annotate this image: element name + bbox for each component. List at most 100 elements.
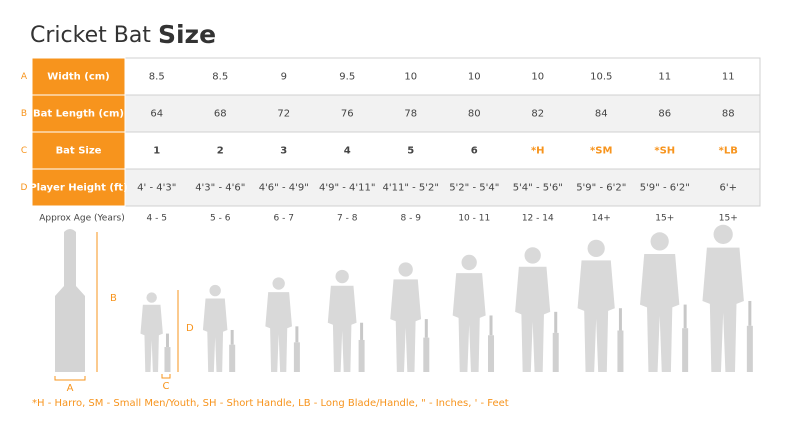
row-header: Player Height (ft): [29, 183, 127, 194]
big-bat: [55, 229, 85, 372]
cell: 4' - 4'3": [137, 183, 176, 194]
small-bat-handle: [295, 326, 299, 343]
cell: 4: [344, 146, 351, 157]
small-bat-blade: [746, 325, 753, 372]
age-cell: 4 - 5: [147, 214, 167, 224]
title: Cricket Bat Size: [30, 20, 216, 49]
small-bat-blade: [552, 332, 559, 372]
row-letter: B: [21, 109, 27, 119]
age-cell: 15+: [655, 214, 674, 224]
person-body: [515, 266, 551, 372]
small-bat-handle: [489, 315, 493, 336]
person-head: [713, 224, 733, 244]
cell: 72: [277, 109, 290, 120]
cell: 3: [280, 146, 287, 157]
age-cell: 6 - 7: [274, 214, 294, 224]
small-bat-blade: [358, 339, 365, 372]
age-cell: 7 - 8: [337, 214, 358, 224]
cell: 4'9" - 4'11": [319, 183, 375, 194]
dim-label: A: [67, 383, 74, 394]
header-cell: [31, 168, 126, 207]
small-bat-handle: [230, 329, 234, 345]
cell: *H: [531, 146, 545, 157]
cell: 10.5: [590, 72, 612, 83]
cell: 9.5: [339, 72, 355, 83]
person-head: [461, 254, 477, 271]
size-table: Width (cm) A 8.5 8.5 9 9.5 10 10 10 10.5 11 11 Bat L…: [21, 57, 761, 224]
age-cell: 8 - 9: [401, 214, 422, 224]
header-cell: [31, 131, 126, 170]
header-cell: [31, 57, 126, 96]
small-bat-handle: [554, 311, 558, 333]
small-bat-blade: [229, 344, 236, 372]
small-bat-handle: [618, 308, 622, 331]
cell: 86: [658, 109, 671, 120]
cell: 10: [468, 72, 481, 83]
cell: 8.5: [149, 72, 165, 83]
dim-line: [54, 376, 86, 381]
person-head: [209, 284, 221, 297]
person-head: [272, 277, 285, 290]
small-bat-blade: [488, 335, 495, 372]
small-bat-blade: [682, 328, 689, 372]
cell: 5'9" - 6'2": [640, 183, 690, 194]
cell: 2: [217, 146, 224, 157]
cell: 5'9" - 6'2": [576, 183, 626, 194]
cell: 4'3" - 4'6": [195, 183, 245, 194]
dim-label: B: [110, 293, 117, 304]
cell: 64: [150, 109, 163, 120]
title-text: Cricket Bat: [30, 23, 151, 48]
person-body: [702, 247, 744, 372]
cell: 11: [722, 72, 735, 83]
cell: 6: [471, 146, 478, 157]
age-cell: 10 - 11: [458, 214, 490, 224]
cell: 8.5: [212, 72, 228, 83]
person-body: [327, 285, 357, 372]
person-head: [335, 269, 349, 284]
person-body: [640, 254, 680, 372]
cell: *LB: [719, 146, 738, 157]
age-label: Approx Age (Years): [39, 214, 125, 224]
cell: *SH: [654, 146, 675, 157]
age-cell: 14+: [592, 214, 611, 224]
small-bat-handle: [683, 304, 687, 329]
footnote: *H - Harro, SM - Small Men/Youth, SH - S…: [32, 398, 509, 409]
cell: 9: [281, 72, 287, 83]
person-head: [146, 292, 157, 303]
cell: 84: [595, 109, 608, 120]
person-body: [202, 298, 228, 372]
person-head: [398, 262, 413, 277]
age-cell: 15+: [719, 214, 738, 224]
cell: 5: [407, 146, 414, 157]
small-bat-handle: [748, 300, 752, 326]
row-header: Width (cm): [47, 72, 110, 83]
cell: 4'6" - 4'9": [259, 183, 309, 194]
person-body: [452, 273, 486, 372]
cell: 76: [341, 109, 354, 120]
cell: 10: [531, 72, 544, 83]
row-bg: [124, 57, 761, 96]
cell: 10: [404, 72, 417, 83]
small-bat-blade: [164, 347, 171, 372]
small-bat-blade: [293, 342, 300, 372]
row-header: Bat Length (cm): [33, 109, 124, 120]
row-bg: [124, 94, 761, 133]
small-bat-handle: [165, 333, 169, 348]
person-head: [524, 247, 541, 264]
row-letter: D: [21, 183, 28, 193]
cell: 4'11" - 5'2": [383, 183, 439, 194]
title-bold: Size: [158, 20, 216, 49]
row-bg: [124, 168, 761, 207]
cell: *SM: [590, 146, 612, 157]
person-body: [265, 292, 292, 372]
cell: 11: [658, 72, 671, 83]
person-body: [577, 260, 615, 372]
row-letter: A: [21, 72, 28, 82]
header-cell: [31, 94, 126, 133]
row-header: Bat Size: [56, 146, 102, 157]
dim-line: [161, 374, 171, 379]
small-bat-handle: [360, 322, 364, 340]
dim-label: D: [186, 323, 194, 334]
small-bat-blade: [617, 330, 624, 372]
